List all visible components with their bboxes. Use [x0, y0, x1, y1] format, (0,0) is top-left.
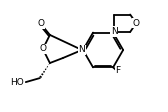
Text: O: O	[39, 44, 46, 53]
Text: N: N	[111, 27, 117, 36]
Text: HO: HO	[10, 78, 24, 87]
Text: N: N	[79, 45, 85, 54]
Text: O: O	[133, 19, 140, 28]
Text: F: F	[116, 67, 121, 75]
Text: O: O	[37, 19, 44, 28]
